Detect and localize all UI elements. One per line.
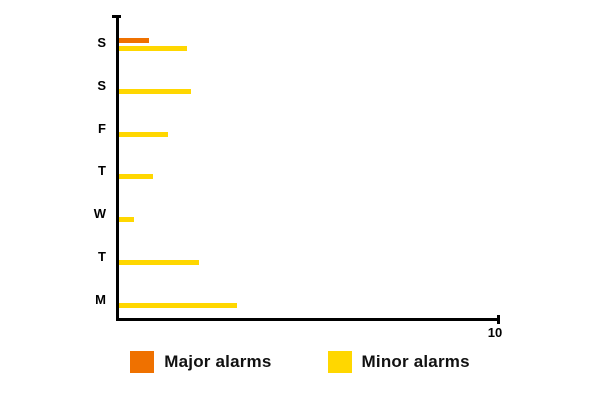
bar-minor-alarms xyxy=(119,259,199,265)
legend-item: Major alarms xyxy=(130,351,271,373)
legend-item: Minor alarms xyxy=(327,351,470,373)
bar-major-alarms xyxy=(119,38,150,43)
x-axis-max-tick-label: 10 xyxy=(487,325,503,340)
legend-swatch xyxy=(327,351,352,373)
x-axis-line xyxy=(116,318,499,321)
bar-minor-alarms xyxy=(119,46,188,51)
y-axis-label: T xyxy=(98,248,106,264)
y-axis-label: W xyxy=(93,206,106,221)
y-axis-label: M xyxy=(95,291,106,307)
legend-swatch xyxy=(130,351,155,373)
y-axis-label: S xyxy=(97,77,106,93)
x-axis-end-tick xyxy=(497,315,500,324)
legend: Major alarms Minor alarms xyxy=(0,350,600,374)
legend-label: Major alarms xyxy=(164,352,272,371)
y-axis-label: F xyxy=(98,120,106,136)
y-axis-label: T xyxy=(98,163,106,179)
bar-minor-alarms xyxy=(119,217,135,222)
y-axis-line xyxy=(116,15,119,318)
y-axis-label: S xyxy=(97,35,106,50)
y-axis-top-tick xyxy=(112,15,121,18)
bar-minor-alarms xyxy=(119,174,154,180)
bar-minor-alarms xyxy=(119,131,169,137)
bar-minor-alarms xyxy=(119,88,192,94)
legend-label: Minor alarms xyxy=(361,352,470,371)
bar-minor-alarms xyxy=(119,302,237,308)
